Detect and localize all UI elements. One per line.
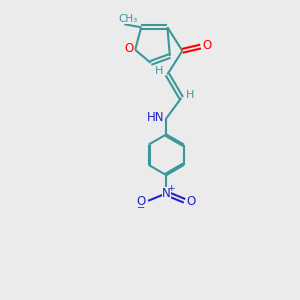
Text: H: H (155, 66, 164, 76)
Text: O: O (202, 39, 211, 52)
Text: O: O (124, 42, 134, 55)
Text: O: O (187, 195, 196, 208)
Text: −: − (137, 203, 145, 213)
Text: HN: HN (147, 111, 164, 124)
Text: N: N (162, 187, 171, 200)
Text: O: O (136, 195, 146, 208)
Text: H: H (186, 90, 194, 100)
Text: CH₃: CH₃ (118, 14, 137, 24)
Text: +: + (167, 184, 175, 193)
